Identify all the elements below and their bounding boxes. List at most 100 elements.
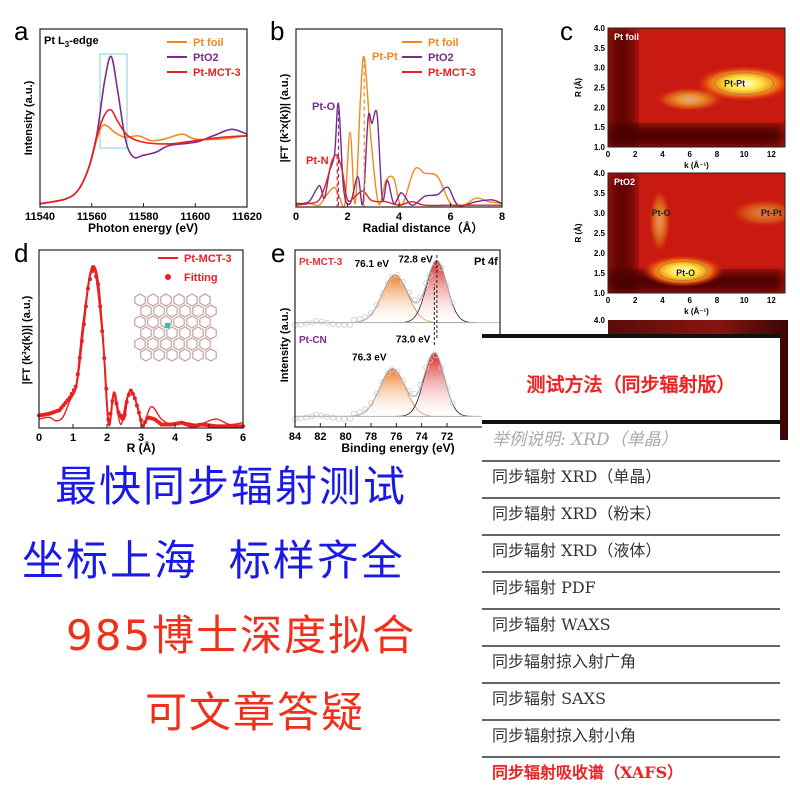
panel-e-xtick-label: 72: [441, 431, 453, 443]
raw-data-point: [385, 369, 392, 376]
panel-b-xtick-label: 6: [447, 211, 453, 223]
fit-point: [67, 395, 72, 400]
menu-item[interactable]: 同步辐射掠入射小角: [482, 719, 780, 756]
raw-data-point: [394, 368, 401, 375]
sample-label: Pt-CN: [299, 335, 327, 346]
panel-letter-a: a: [14, 16, 29, 46]
fit-point: [116, 410, 121, 415]
wavelet-map-1: [608, 173, 785, 293]
heatmap-hotspot: [695, 65, 785, 102]
raw-data-point: [385, 280, 392, 286]
fit-point: [88, 277, 92, 282]
panel-letter-e: e: [271, 238, 285, 268]
molecule-ring: [153, 304, 165, 318]
panel-d-xtick-label: 4: [172, 432, 179, 444]
molecule-ring: [179, 304, 191, 318]
raw-data-point: [373, 390, 380, 397]
y-axis-label: R (Å): [574, 78, 583, 97]
heatmap-hotspot: [730, 199, 785, 227]
sample-label: Pt-MCT-3: [299, 257, 343, 268]
legend-label: Pt foil: [193, 37, 224, 49]
contour-line: [668, 91, 711, 107]
map-title: Pt foil: [614, 32, 639, 42]
menu-item[interactable]: 同步辐射 XRD（单晶）: [482, 460, 780, 497]
raw-data-point: [312, 411, 319, 418]
y-tick-label: 4.0: [594, 316, 606, 325]
panel-a-ylabel: Intensity (a.u.): [23, 80, 35, 155]
legend-label: PtO2: [193, 52, 219, 64]
molecule-ring: [179, 326, 191, 340]
x-axis-label: k (Å⁻¹): [684, 307, 709, 316]
legend-label: PtO2: [428, 52, 454, 64]
molecule-ring: [153, 326, 165, 340]
panel-e-xtick-label: 84: [289, 431, 302, 443]
molecule-ring: [192, 348, 204, 362]
fit-point: [108, 411, 113, 416]
legend-label: Pt-MCT-3: [184, 253, 232, 265]
fit-point: [96, 282, 101, 287]
molecule-ring: [147, 293, 159, 307]
panel-b-xlabel: Radial distance（Å）: [363, 220, 484, 235]
menu-item[interactable]: 同步辐射 SAXS: [482, 682, 780, 719]
fit-point: [69, 392, 74, 397]
menu-item[interactable]: 同步辐射 XRD（液体）: [482, 534, 780, 571]
raw-data-point: [303, 320, 310, 327]
menu-item[interactable]: 同步辐射 PDF: [482, 571, 780, 608]
fit-point: [122, 412, 127, 417]
y-tick-label: 1.0: [594, 289, 606, 298]
panel-d-xtick-label: 1: [70, 432, 76, 444]
ad-line-shanghai-standards: 坐标上海 标样齐全: [22, 536, 405, 585]
y-tick-label: 1.5: [594, 269, 606, 278]
fit-point: [136, 410, 141, 415]
x-tick-label: 8: [715, 150, 720, 159]
menu-item[interactable]: 同步辐射 WAXS: [482, 608, 780, 645]
y-tick-label: 2.0: [594, 249, 606, 258]
peak-energy-label: 72.8 eV: [398, 255, 433, 266]
menu-item[interactable]: 同步辐射掠入射广角: [482, 645, 780, 682]
raw-data-point: [449, 400, 456, 407]
fit-point: [132, 396, 137, 401]
panel-a-xlabel: Photon energy (eV): [88, 221, 198, 235]
fit-point: [100, 329, 105, 334]
ad-line-fastest-synchrotron: 最快同步辐射测试: [55, 462, 408, 511]
molecule-ring: [160, 293, 172, 307]
raw-data-point: [341, 416, 348, 422]
menu-item-xafs[interactable]: 同步辐射吸收谱（XAFS）: [482, 756, 780, 793]
panel-e-xps: 76.1 eV 72.8 eV Pt-MCT-3 76.3 eV 73.0 eV Pt-C…: [289, 249, 501, 443]
heatmap-frame: [607, 27, 786, 148]
fit-point: [106, 417, 111, 422]
panel-d-xtick-label: 3: [138, 432, 144, 444]
fit-point: [77, 355, 82, 360]
panel-e-xtick-label: 82: [314, 431, 326, 443]
peak-energy-label: 76.3 eV: [352, 353, 387, 364]
fit-point: [83, 304, 88, 309]
x-tick-label: 12: [767, 296, 776, 305]
panel-d-fitting: 0 1 2 3 4 5 6 Pt-MCT-3 Fitting: [36, 249, 246, 444]
molecule-ring: [134, 293, 146, 307]
fit-point: [110, 398, 115, 403]
panel-e-xtick-label: 78: [365, 431, 377, 443]
raw-data-point: [444, 384, 450, 391]
fit-point: [114, 401, 119, 406]
fit-point: [143, 420, 148, 425]
fit-point: [73, 384, 78, 389]
y-axis-label: R (Å): [574, 223, 583, 242]
x-tick-label: 0: [606, 150, 611, 159]
y-tick-label: 3.5: [594, 44, 606, 53]
molecule-ring: [140, 304, 152, 318]
raw-data-point: [347, 415, 354, 422]
molecule-ring: [199, 315, 211, 329]
menu-item[interactable]: 同步辐射 XRD（粉末）: [482, 497, 780, 534]
fit-point: [104, 386, 109, 391]
fit-point: [124, 400, 129, 405]
panel-e-corner-label: Pt 4f: [474, 256, 498, 268]
panel-a-xtick-label: 11560: [77, 211, 107, 223]
molecule-ring: [160, 337, 172, 351]
raw-data-point: [303, 414, 310, 421]
y-tick-label: 1.0: [594, 143, 606, 152]
x-tick-label: 2: [633, 150, 638, 159]
panel-e-ylabel: Intensity (a.u.): [279, 307, 291, 382]
y-tick-label: 4.0: [594, 24, 606, 33]
fit-point: [71, 388, 76, 393]
panel-e-xlabel: Binding energy (eV): [341, 441, 454, 455]
